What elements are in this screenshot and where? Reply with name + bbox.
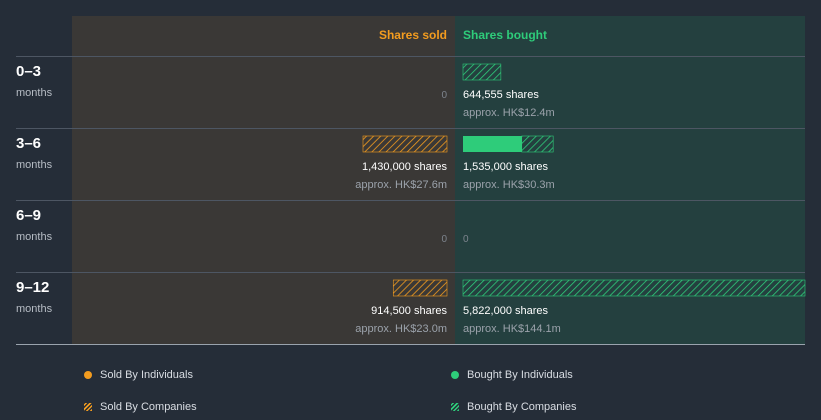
sold-panel-background [72, 16, 455, 344]
sold-shares-label: 1,430,000 shares [362, 161, 448, 173]
bought-value-label: approx. HK$30.3m [463, 179, 555, 191]
bought-shares-label: 5,822,000 shares [463, 305, 549, 317]
bought-individuals-swatch-icon [451, 371, 459, 379]
period-label: 6–9 [16, 207, 41, 224]
sold-zero-label: 0 [441, 90, 447, 101]
shares-bought-header: Shares bought [463, 28, 547, 42]
bought-individuals-bar [463, 136, 522, 152]
bought-zero-label: 0 [463, 234, 469, 245]
sold-companies-bar [362, 135, 448, 153]
sold-companies-swatch-icon [84, 403, 92, 411]
period-label: 9–12 [16, 279, 49, 296]
sold-individuals-swatch-icon [84, 371, 92, 379]
bought-companies-bar [462, 279, 806, 297]
sold-value-label: approx. HK$27.6m [355, 179, 447, 191]
period-unit-label: months [16, 159, 53, 171]
legend-label: Sold By Companies [100, 401, 197, 413]
legend-sold-companies: Sold By Companies [84, 401, 197, 413]
legend: Sold By Individuals Bought By Individual… [0, 360, 821, 420]
insider-trading-chart: Shares sold Shares bought 0–3 months 0 644,… [16, 16, 806, 345]
bought-shares-label: 644,555 shares [463, 89, 539, 101]
bought-value-label: approx. HK$12.4m [463, 107, 555, 119]
bought-companies-swatch-icon [451, 403, 459, 411]
sold-zero-label: 0 [441, 234, 447, 245]
legend-label: Bought By Individuals [467, 369, 573, 381]
period-unit-label: months [16, 87, 53, 99]
bought-companies-bar [462, 63, 502, 81]
sold-value-label: approx. HK$23.0m [355, 323, 447, 335]
period-unit-label: months [16, 303, 53, 315]
legend-label: Sold By Individuals [100, 369, 193, 381]
legend-bought-companies: Bought By Companies [451, 401, 576, 413]
legend-bought-individuals: Bought By Individuals [451, 369, 573, 381]
period-label: 3–6 [16, 135, 41, 152]
bought-value-label: approx. HK$144.1m [463, 323, 561, 335]
sold-companies-bar [392, 279, 448, 297]
bought-shares-label: 1,535,000 shares [463, 161, 549, 173]
period-label: 0–3 [16, 63, 41, 80]
legend-sold-individuals: Sold By Individuals [84, 369, 193, 381]
bought-companies-bar [521, 135, 554, 153]
sold-shares-label: 914,500 shares [371, 305, 447, 317]
shares-sold-header: Shares sold [379, 28, 447, 42]
period-unit-label: months [16, 231, 53, 243]
legend-label: Bought By Companies [467, 401, 577, 413]
